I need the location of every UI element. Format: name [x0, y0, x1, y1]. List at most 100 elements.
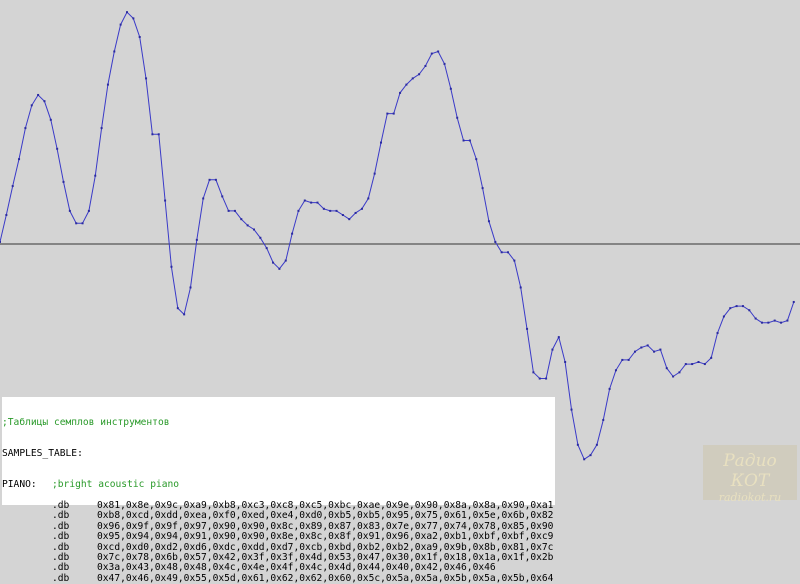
sample-point	[595, 443, 598, 446]
byte: 0xb8,	[212, 500, 242, 512]
sample-point	[430, 52, 433, 55]
byte: 0xa1	[530, 500, 554, 512]
sample-point	[449, 87, 452, 90]
byte: 0x62,	[270, 572, 300, 584]
sample-point	[208, 178, 211, 181]
sample-point	[570, 408, 573, 411]
byte: 0x49,	[154, 572, 184, 584]
byte: 0xbc,	[328, 500, 358, 512]
sample-point	[202, 197, 205, 200]
sample-point	[56, 147, 59, 150]
byte: 0x3f,	[241, 551, 271, 563]
sample-point	[780, 321, 783, 324]
byte-values: 0x47,0x46,0x49,0x55,0x5d,0x61,0x62,0x62,…	[97, 572, 553, 584]
byte: 0x5c,	[357, 572, 386, 584]
screen: ;Таблицы семплов инструментов SAMPLES_TA…	[0, 11, 800, 584]
instrument-comment: ;bright acoustic piano	[52, 479, 180, 491]
sample-point	[640, 346, 643, 349]
sample-point	[335, 209, 338, 212]
byte: 0x42,	[212, 551, 242, 563]
sample-point	[576, 443, 579, 446]
byte: 0x44,	[357, 562, 386, 574]
sample-point	[621, 358, 624, 361]
sample-point	[75, 222, 78, 225]
byte: 0x94,	[125, 531, 155, 543]
sample-point	[487, 220, 490, 223]
sample-point	[710, 356, 713, 359]
sample-point	[43, 100, 46, 103]
byte: 0x8f,	[328, 531, 358, 543]
sample-point	[227, 209, 230, 212]
sample-point	[265, 247, 268, 250]
byte: 0x91,	[357, 531, 386, 543]
sample-point	[659, 348, 662, 351]
sample-point	[87, 209, 90, 212]
byte: 0x5a,	[414, 572, 444, 584]
sample-point	[500, 251, 503, 254]
sample-point	[380, 141, 382, 144]
byte: 0x5e,	[472, 510, 502, 522]
sample-point	[373, 172, 376, 175]
sample-point	[0, 240, 1, 243]
sample-point	[716, 332, 719, 335]
byte: 0x5a,	[472, 572, 502, 584]
directive: .db	[52, 562, 70, 574]
byte: 0x8b,	[472, 541, 502, 553]
sample-point	[526, 327, 529, 330]
byte: 0x61,	[443, 510, 473, 522]
sample-point	[399, 91, 402, 94]
sample-point	[507, 251, 509, 254]
byte: 0xbd,	[328, 541, 358, 553]
byte: 0x47,	[97, 572, 126, 584]
byte: 0x62,	[299, 572, 329, 584]
sample-point	[481, 187, 484, 190]
directive: .db	[52, 520, 70, 532]
byte: 0xae,	[357, 500, 386, 512]
sample-point	[729, 307, 732, 310]
sample-point	[240, 218, 243, 221]
byte: 0x5d,	[212, 572, 242, 584]
byte: 0xed,	[241, 510, 271, 522]
byte: 0xd0,	[125, 541, 155, 553]
waveform-view	[0, 11, 800, 461]
byte: 0x6b,	[501, 510, 531, 522]
sample-point	[437, 50, 440, 53]
byte: 0x91,	[183, 531, 213, 543]
byte: 0x9b,	[443, 541, 473, 553]
sample-point	[684, 363, 687, 366]
sample-point	[665, 367, 668, 370]
byte: 0xc8,	[270, 500, 300, 512]
sample-point	[259, 236, 262, 239]
byte: 0x7c	[530, 541, 554, 553]
directive: .db	[52, 500, 70, 512]
sample-point	[767, 321, 770, 324]
byte: 0x87,	[328, 520, 358, 532]
directive: .db	[52, 572, 70, 584]
sample-point	[418, 73, 421, 76]
byte: 0xcd,	[125, 510, 155, 522]
sample-point	[253, 228, 255, 231]
instrument-line: PIANO: ;bright acoustic piano	[2, 479, 555, 491]
byte: 0xcb,	[299, 541, 329, 553]
sample-point	[678, 371, 681, 374]
byte: 0x4c,	[299, 562, 329, 574]
sample-point	[703, 363, 706, 366]
sample-point	[551, 348, 554, 351]
sample-point	[100, 127, 103, 130]
byte: 0xb2,	[385, 541, 415, 553]
byte: 0x90,	[414, 500, 444, 512]
byte: 0x90,	[212, 531, 242, 543]
byte: 0x8e,	[125, 500, 155, 512]
byte: 0xb5,	[357, 510, 386, 522]
sample-point	[183, 313, 186, 316]
byte: 0x97,	[183, 520, 213, 532]
byte: 0xa9,	[414, 541, 444, 553]
directive: .db	[52, 531, 70, 543]
sample-point	[157, 133, 160, 136]
byte: 0x78,	[472, 520, 502, 532]
byte: 0x60,	[328, 572, 358, 584]
sample-point	[792, 300, 795, 303]
byte: 0x78,	[125, 551, 155, 563]
sample-point	[722, 315, 725, 318]
sample-point	[119, 23, 122, 26]
